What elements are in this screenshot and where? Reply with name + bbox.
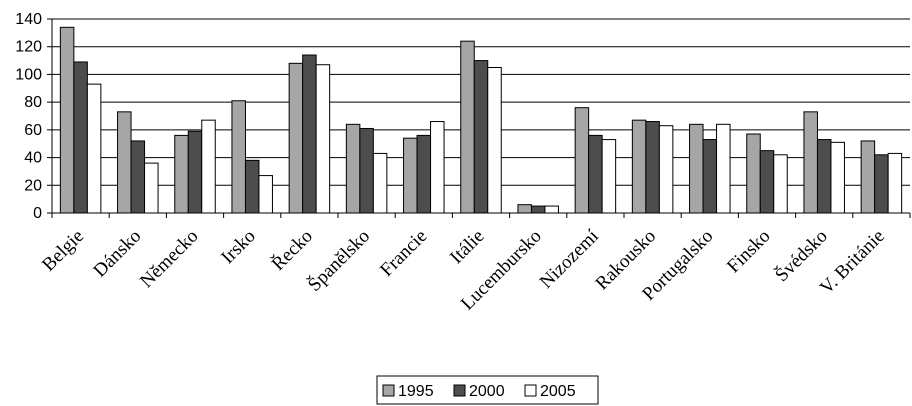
- bar-nemecko-2000: [187, 130, 203, 214]
- axes: [47, 18, 911, 218]
- bar-irsko-2000: [244, 159, 260, 214]
- y-tick-label-0: 0: [33, 205, 42, 222]
- bar-dansko-2005: [144, 162, 159, 214]
- bar-belgie-1995: [59, 26, 75, 214]
- x-tick-label-finsko: Finsko: [723, 226, 774, 277]
- bar-lucembursko-2000: [530, 205, 546, 214]
- bar-italie-2000: [473, 60, 489, 214]
- bar-belgie-2005: [86, 83, 102, 214]
- y-tick-label-140: 140: [15, 11, 42, 28]
- bar-finsko-1995: [746, 133, 761, 214]
- bar-italie-2005: [487, 67, 502, 214]
- bar-francie-1995: [403, 137, 418, 214]
- legend-label-2005: 2005: [540, 383, 576, 400]
- bar-lucembursko-1995: [517, 204, 532, 214]
- x-tick-label-italie: Itálie: [446, 226, 488, 268]
- bar-dansko-2000: [130, 140, 146, 214]
- y-tick-label-100: 100: [15, 66, 42, 83]
- bar-v-britanie-2005: [887, 152, 903, 214]
- x-tick-label-francie: Francie: [376, 226, 431, 281]
- x-tick-label-spanelsko: Španělsko: [303, 225, 374, 296]
- bar-belgie-2000: [73, 61, 88, 214]
- bar-irsko-2005: [258, 175, 273, 214]
- x-tick-label-recko: Řecko: [267, 225, 317, 275]
- bar-spanelsko-1995: [345, 123, 361, 214]
- y-tick-label-40: 40: [24, 150, 42, 167]
- y-tick-labels: 0 20 40 60 80 100 120 140: [15, 11, 42, 222]
- bar-spanelsko-2005: [372, 152, 388, 214]
- bar-italie-1995: [460, 40, 475, 214]
- bar-finsko-2005: [773, 154, 788, 214]
- bar-rakousko-2005: [658, 125, 674, 214]
- bar-lucembursko-2005: [544, 205, 559, 214]
- legend-swatch-1995: [382, 384, 395, 397]
- x-tick-label-belgie: Belgie: [38, 226, 88, 276]
- bar-francie-2000: [416, 134, 432, 214]
- bar-v-britanie-2000: [874, 154, 889, 214]
- bar-v-britanie-1995: [860, 140, 876, 214]
- bar-portugalsko-2005: [716, 123, 731, 214]
- bar-nizozemi-1995: [574, 107, 590, 214]
- bar-portugalsko-1995: [689, 123, 704, 214]
- legend-label-1995: 1995: [398, 383, 434, 400]
- bar-portugalsko-2000: [702, 139, 718, 214]
- bar-recko-2000: [302, 54, 317, 214]
- bar-svedsko-2005: [830, 141, 845, 214]
- y-tick-label-60: 60: [24, 122, 42, 139]
- x-tick-label-nizozemi: Nizozemí: [536, 225, 604, 293]
- bar-francie-2005: [430, 121, 445, 214]
- bar-finsko-2000: [759, 150, 775, 214]
- legend-swatch-2005: [524, 384, 537, 397]
- bar-nemecko-1995: [174, 134, 189, 214]
- bar-recko-1995: [288, 62, 304, 214]
- bar-nizozemi-2000: [588, 134, 603, 214]
- bar-nemecko-2005: [201, 119, 216, 214]
- bar-spanelsko-2000: [359, 127, 374, 214]
- legend: 1995 2000 2005: [376, 375, 599, 405]
- legend-box: [376, 375, 599, 405]
- bar-rakousko-1995: [631, 119, 647, 214]
- bar-dansko-1995: [117, 111, 132, 214]
- bars: [59, 26, 903, 214]
- x-tick-label-nemecko: Německo: [136, 226, 202, 292]
- x-tick-label-dansko: Dánsko: [89, 226, 145, 282]
- y-tick-label-80: 80: [24, 94, 42, 111]
- x-tick-label-irsko: Irsko: [217, 226, 259, 268]
- bar-rakousko-2000: [645, 121, 660, 214]
- bar-irsko-1995: [231, 100, 246, 214]
- bar-svedsko-2000: [816, 139, 832, 214]
- legend-swatch-2000: [453, 384, 466, 397]
- bar-nizozemi-2005: [601, 139, 617, 214]
- y-tick-label-120: 120: [15, 39, 42, 56]
- y-tick-label-20: 20: [24, 177, 42, 194]
- legend-label-2000: 2000: [469, 383, 505, 400]
- bar-svedsko-1995: [803, 111, 818, 214]
- bar-recko-2005: [315, 64, 331, 214]
